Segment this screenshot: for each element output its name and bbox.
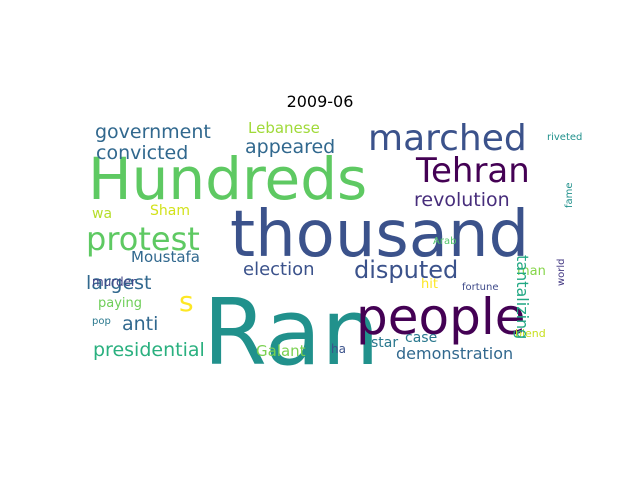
word-hit: hit — [421, 277, 438, 292]
word-man: man — [517, 264, 546, 279]
word-arab: Arab — [433, 236, 456, 247]
word-largest: largest — [86, 272, 152, 294]
word-fortune: fortune — [462, 282, 499, 293]
word-anti: anti — [122, 313, 158, 335]
word-sham: Sham — [150, 203, 190, 219]
word-demonstration: demonstration — [396, 344, 513, 363]
word-wa: wa — [92, 206, 112, 222]
word-government: government — [95, 121, 211, 143]
word-blend: blend — [515, 327, 546, 340]
word-tehran: Tehran — [415, 151, 530, 191]
word-case: case — [405, 330, 437, 346]
word-world: world — [556, 258, 567, 286]
word-riveted: riveted — [547, 132, 582, 143]
word-s: s — [179, 285, 194, 318]
word-convicted: convicted — [96, 142, 188, 164]
word-marched: marched — [368, 118, 527, 159]
word-tantalizing: tantalizing — [513, 255, 532, 339]
word-pop: pop — [92, 316, 111, 327]
word-star: star — [371, 335, 398, 351]
word-disputed: disputed — [354, 256, 458, 284]
word-presidential: presidential — [93, 339, 205, 361]
word-appeared: appeared — [245, 136, 335, 158]
word-hundreds: Hundreds — [88, 145, 367, 213]
word-paying: paying — [98, 296, 142, 311]
word-revolution: revolution — [414, 189, 510, 211]
plot-title: 2009-06 — [286, 92, 354, 111]
word-election: election — [243, 259, 315, 280]
word-fame: fame — [564, 182, 575, 208]
word-murder: murder — [92, 275, 136, 289]
word-galant: Galant — [256, 342, 306, 360]
word-moustafa: Moustafa — [131, 248, 200, 266]
word-ran: Ran — [203, 279, 380, 386]
word-protest: protest — [86, 220, 200, 258]
word-ha: ha — [331, 342, 346, 356]
word-thousand: thousand — [230, 198, 529, 272]
word-people: people — [356, 288, 525, 346]
word-lebanese: Lebanese — [248, 119, 320, 137]
